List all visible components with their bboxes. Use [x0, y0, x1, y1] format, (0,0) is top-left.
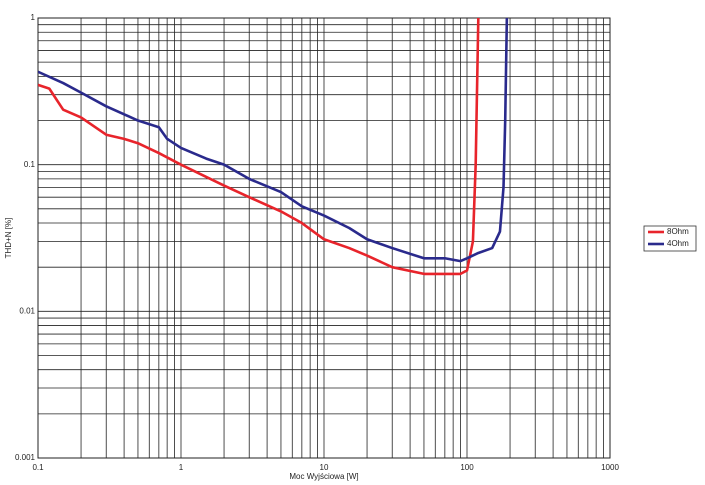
x-tick-label: 1 [179, 463, 184, 472]
x-tick-label: 0.1 [32, 463, 44, 472]
x-tick-label: 100 [460, 463, 474, 472]
legend-box [643, 225, 697, 252]
plot-frame [37, 17, 611, 459]
y-axis-label: THD+N [%] [4, 218, 13, 259]
x-tick-label: 1000 [601, 463, 619, 472]
legend-label: 4Ohm [667, 239, 689, 248]
y-tick-label: 0.001 [15, 453, 36, 462]
y-tick-label: 0.1 [24, 160, 36, 169]
y-tick-label: 1 [31, 13, 36, 22]
legend-label: 8Ohm [667, 227, 689, 236]
y-tick-label: 0.01 [19, 306, 35, 315]
series-line [38, 18, 480, 276]
x-axis-label: Moc Wyjściowa [W] [289, 472, 358, 481]
x-tick-label: 10 [320, 463, 329, 472]
series-line [38, 18, 509, 263]
